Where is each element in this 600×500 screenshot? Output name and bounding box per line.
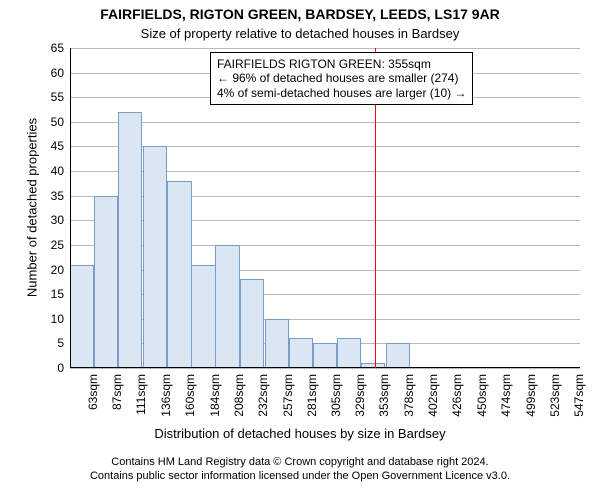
- x-tick-label: 136sqm: [159, 374, 173, 424]
- y-tick-label: 45: [36, 139, 64, 153]
- x-axis-label: Distribution of detached houses by size …: [0, 426, 600, 441]
- histogram-bar: [265, 319, 289, 368]
- grid-line: [70, 368, 580, 369]
- x-tick-label: 184sqm: [208, 374, 222, 424]
- histogram-bar: [94, 196, 118, 368]
- x-tick-label: 450sqm: [475, 374, 489, 424]
- y-tick-label: 35: [36, 189, 64, 203]
- annotation-line-3: 4% of semi-detached houses are larger (1…: [217, 86, 466, 100]
- y-tick-label: 15: [36, 287, 64, 301]
- x-tick-label: 547sqm: [572, 374, 586, 424]
- histogram-bar: [337, 338, 361, 368]
- y-tick-label: 25: [36, 238, 64, 252]
- histogram-bar: [70, 265, 94, 368]
- y-tick-label: 5: [36, 336, 64, 350]
- x-tick-label: 257sqm: [281, 374, 295, 424]
- y-tick-label: 30: [36, 213, 64, 227]
- x-axis-line: [70, 367, 580, 368]
- chart-title: FAIRFIELDS, RIGTON GREEN, BARDSEY, LEEDS…: [0, 6, 600, 22]
- y-tick-label: 40: [36, 164, 64, 178]
- grid-line: [70, 122, 580, 123]
- histogram-bar: [143, 146, 167, 368]
- y-tick-label: 0: [36, 361, 64, 375]
- x-tick-label: 499sqm: [524, 374, 538, 424]
- histogram-bar: [289, 338, 313, 368]
- histogram-bar: [240, 279, 264, 368]
- chart-subtitle: Size of property relative to detached ho…: [0, 26, 600, 41]
- x-tick-label: 474sqm: [499, 374, 513, 424]
- annotation-line-2: ← 96% of detached houses are smaller (27…: [217, 71, 466, 85]
- x-tick-label: 523sqm: [548, 374, 562, 424]
- histogram-bar: [386, 343, 410, 368]
- x-tick-label: 426sqm: [450, 374, 464, 424]
- chart-container: FAIRFIELDS, RIGTON GREEN, BARDSEY, LEEDS…: [0, 0, 600, 500]
- y-tick-label: 10: [36, 312, 64, 326]
- x-tick-label: 305sqm: [329, 374, 343, 424]
- footer-line-2: Contains public sector information licen…: [0, 470, 600, 484]
- x-tick-label: 329sqm: [353, 374, 367, 424]
- x-tick-label: 378sqm: [402, 374, 416, 424]
- footer-line-1: Contains HM Land Registry data © Crown c…: [0, 456, 600, 470]
- annotation-line-1: FAIRFIELDS RIGTON GREEN: 355sqm: [217, 57, 466, 71]
- y-tick-label: 55: [36, 90, 64, 104]
- histogram-bar: [215, 245, 239, 368]
- annotation-box: FAIRFIELDS RIGTON GREEN: 355sqm← 96% of …: [210, 52, 473, 105]
- x-tick-label: 111sqm: [134, 374, 148, 424]
- x-tick-label: 160sqm: [183, 374, 197, 424]
- x-tick-label: 402sqm: [426, 374, 440, 424]
- x-tick-label: 232sqm: [256, 374, 270, 424]
- histogram-bar: [118, 112, 142, 368]
- histogram-bar: [191, 265, 215, 368]
- y-tick-label: 50: [36, 115, 64, 129]
- x-tick-label: 353sqm: [377, 374, 391, 424]
- histogram-bar: [313, 343, 337, 368]
- x-tick-label: 87sqm: [110, 374, 124, 424]
- x-tick-label: 63sqm: [86, 374, 100, 424]
- grid-line: [70, 48, 580, 49]
- x-tick-label: 281sqm: [305, 374, 319, 424]
- y-tick-label: 60: [36, 66, 64, 80]
- attribution-footer: Contains HM Land Registry data © Crown c…: [0, 456, 600, 484]
- y-tick-label: 65: [36, 41, 64, 55]
- x-tick-label: 208sqm: [232, 374, 246, 424]
- y-axis-line: [70, 48, 71, 368]
- y-tick-label: 20: [36, 263, 64, 277]
- histogram-bar: [167, 181, 191, 368]
